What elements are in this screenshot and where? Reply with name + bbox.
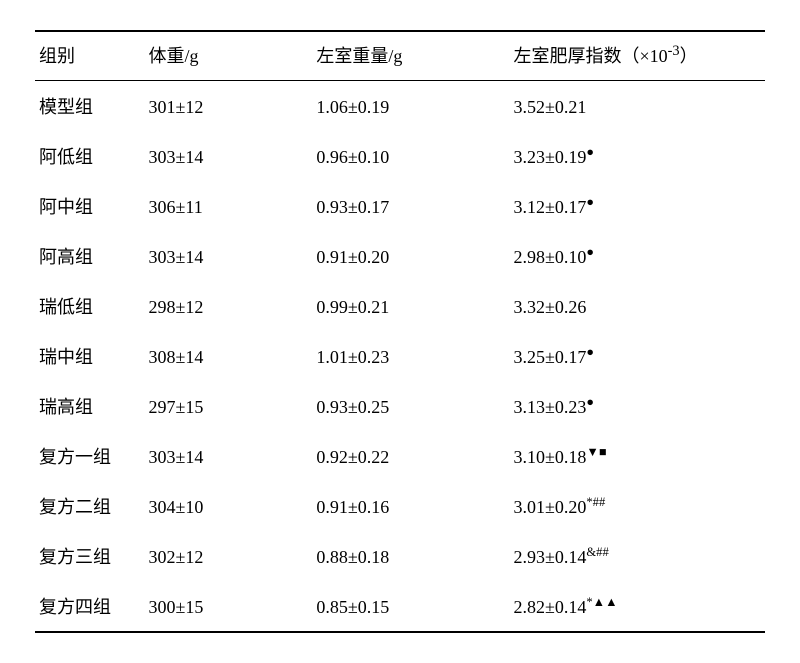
table-body: 模型组301±121.06±0.193.52±0.21阿低组303±140.96…	[35, 81, 765, 633]
table-row: 阿高组303±140.91±0.202.98±0.10●	[35, 231, 765, 281]
cell-lvhi-sup: ●	[586, 195, 594, 209]
table-row: 瑞中组308±141.01±0.233.25±0.17●	[35, 331, 765, 381]
cell-lvhi: 3.12±0.17●	[509, 181, 765, 231]
cell-lvhi-sup: ●	[586, 245, 594, 259]
cell-lvmass: 0.93±0.25	[312, 381, 509, 431]
cell-lvhi-sup: &##	[586, 545, 608, 559]
cell-lvhi: 3.01±0.20*##	[509, 481, 765, 531]
table-row: 复方一组303±140.92±0.223.10±0.18▼■	[35, 431, 765, 481]
cell-weight: 308±14	[145, 331, 313, 381]
col-header-lvmass: 左室重量/g	[312, 31, 509, 81]
cell-lvmass: 0.88±0.18	[312, 531, 509, 581]
cell-lvhi-value: 3.01±0.20	[513, 497, 586, 517]
cell-lvmass: 0.91±0.16	[312, 481, 509, 531]
cell-lvhi: 2.82±0.14*▲▲	[509, 581, 765, 632]
cell-lvhi: 3.23±0.19●	[509, 131, 765, 181]
cell-weight: 303±14	[145, 431, 313, 481]
cell-lvhi: 2.98±0.10●	[509, 231, 765, 281]
cell-lvhi: 3.10±0.18▼■	[509, 431, 765, 481]
cell-lvhi-sup: ▼■	[586, 445, 606, 459]
cell-group: 模型组	[35, 81, 145, 132]
cell-group: 复方三组	[35, 531, 145, 581]
cell-weight: 298±12	[145, 281, 313, 331]
cell-group: 复方四组	[35, 581, 145, 632]
cell-lvhi-value: 2.98±0.10	[513, 247, 586, 267]
cell-lvmass: 0.91±0.20	[312, 231, 509, 281]
table-row: 复方四组300±150.85±0.152.82±0.14*▲▲	[35, 581, 765, 632]
cell-weight: 302±12	[145, 531, 313, 581]
cell-group: 阿低组	[35, 131, 145, 181]
table-row: 瑞高组297±150.93±0.253.13±0.23●	[35, 381, 765, 431]
cell-group: 阿中组	[35, 181, 145, 231]
cell-lvhi-value: 3.12±0.17	[513, 197, 586, 217]
cell-weight: 304±10	[145, 481, 313, 531]
cell-lvhi-value: 3.32±0.26	[513, 297, 586, 317]
cell-lvhi-value: 3.13±0.23	[513, 397, 586, 417]
cell-weight: 303±14	[145, 231, 313, 281]
cell-weight: 306±11	[145, 181, 313, 231]
cell-lvhi-sup: *▲▲	[586, 595, 617, 609]
table-row: 阿低组303±140.96±0.103.23±0.19●	[35, 131, 765, 181]
cell-lvhi-value: 3.23±0.19	[513, 147, 586, 167]
cell-weight: 297±15	[145, 381, 313, 431]
table-header-row: 组别 体重/g 左室重量/g 左室肥厚指数（×10-3）	[35, 31, 765, 81]
table-row: 阿中组306±110.93±0.173.12±0.17●	[35, 181, 765, 231]
table-row: 复方二组304±100.91±0.163.01±0.20*##	[35, 481, 765, 531]
col-header-lvhi-prefix: 左室肥厚指数（×10	[513, 46, 667, 66]
cell-lvhi-value: 3.25±0.17	[513, 347, 586, 367]
cell-lvmass: 0.92±0.22	[312, 431, 509, 481]
cell-lvhi-value: 2.82±0.14	[513, 597, 586, 617]
cell-lvmass: 0.93±0.17	[312, 181, 509, 231]
cell-group: 瑞低组	[35, 281, 145, 331]
cell-lvhi: 2.93±0.14&##	[509, 531, 765, 581]
cell-weight: 301±12	[145, 81, 313, 132]
cell-lvhi-sup: *##	[586, 495, 605, 509]
cell-lvmass: 1.01±0.23	[312, 331, 509, 381]
col-header-lvhi: 左室肥厚指数（×10-3）	[509, 31, 765, 81]
col-header-weight: 体重/g	[145, 31, 313, 81]
cell-group: 瑞中组	[35, 331, 145, 381]
data-table: 组别 体重/g 左室重量/g 左室肥厚指数（×10-3） 模型组301±121.…	[35, 30, 765, 633]
cell-lvhi-value: 3.10±0.18	[513, 447, 586, 467]
cell-lvhi-sup: ●	[586, 395, 594, 409]
col-header-group: 组别	[35, 31, 145, 81]
cell-lvmass: 1.06±0.19	[312, 81, 509, 132]
cell-group: 瑞高组	[35, 381, 145, 431]
cell-lvhi-sup: ●	[586, 145, 594, 159]
cell-weight: 303±14	[145, 131, 313, 181]
cell-lvhi: 3.32±0.26	[509, 281, 765, 331]
cell-group: 复方二组	[35, 481, 145, 531]
cell-lvmass: 0.96±0.10	[312, 131, 509, 181]
table-row: 复方三组302±120.88±0.182.93±0.14&##	[35, 531, 765, 581]
cell-lvhi-sup: ●	[586, 345, 594, 359]
col-header-lvhi-suffix: ）	[680, 46, 698, 66]
cell-lvhi: 3.13±0.23●	[509, 381, 765, 431]
table-row: 模型组301±121.06±0.193.52±0.21	[35, 81, 765, 132]
cell-lvhi: 3.52±0.21	[509, 81, 765, 132]
col-header-lvhi-exp: -3	[668, 43, 680, 59]
cell-lvhi-value: 2.93±0.14	[513, 547, 586, 567]
cell-lvmass: 0.99±0.21	[312, 281, 509, 331]
cell-lvmass: 0.85±0.15	[312, 581, 509, 632]
cell-group: 复方一组	[35, 431, 145, 481]
table-row: 瑞低组298±120.99±0.213.32±0.26	[35, 281, 765, 331]
cell-lvhi: 3.25±0.17●	[509, 331, 765, 381]
cell-group: 阿高组	[35, 231, 145, 281]
cell-weight: 300±15	[145, 581, 313, 632]
cell-lvhi-value: 3.52±0.21	[513, 97, 586, 117]
